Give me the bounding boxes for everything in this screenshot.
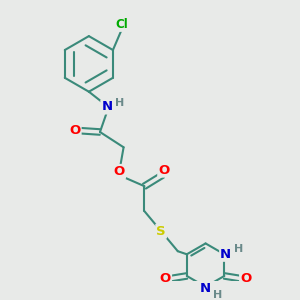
Text: H: H [214, 290, 223, 300]
Text: H: H [116, 98, 124, 108]
Text: N: N [101, 100, 112, 113]
Text: N: N [200, 282, 211, 295]
Text: O: O [114, 165, 125, 178]
Text: H: H [234, 244, 243, 254]
Text: S: S [156, 225, 166, 238]
Text: N: N [220, 248, 231, 261]
Text: O: O [160, 272, 171, 285]
Text: O: O [158, 164, 169, 177]
Text: O: O [240, 272, 251, 285]
Text: O: O [69, 124, 81, 137]
Text: Cl: Cl [115, 18, 128, 31]
